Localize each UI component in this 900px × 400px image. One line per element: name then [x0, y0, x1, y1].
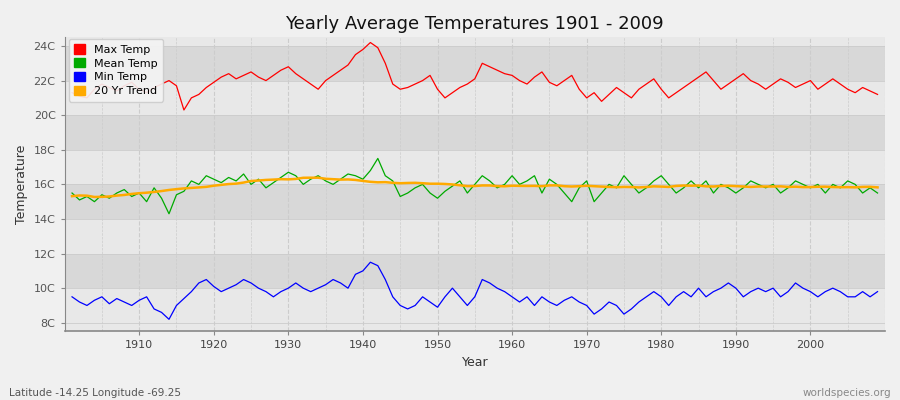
Text: Latitude -14.25 Longitude -69.25: Latitude -14.25 Longitude -69.25 — [9, 388, 181, 398]
Bar — [65, 184, 885, 219]
Bar — [65, 80, 885, 115]
Legend: Max Temp, Mean Temp, Min Temp, 20 Yr Trend: Max Temp, Mean Temp, Min Temp, 20 Yr Tre… — [68, 39, 164, 102]
Bar — [65, 288, 885, 323]
Bar — [65, 150, 885, 184]
Text: worldspecies.org: worldspecies.org — [803, 388, 891, 398]
X-axis label: Year: Year — [462, 356, 488, 369]
Bar — [65, 254, 885, 288]
Bar — [65, 46, 885, 80]
Title: Yearly Average Temperatures 1901 - 2009: Yearly Average Temperatures 1901 - 2009 — [285, 15, 664, 33]
Bar — [65, 115, 885, 150]
Bar — [65, 219, 885, 254]
Y-axis label: Temperature: Temperature — [15, 145, 28, 224]
